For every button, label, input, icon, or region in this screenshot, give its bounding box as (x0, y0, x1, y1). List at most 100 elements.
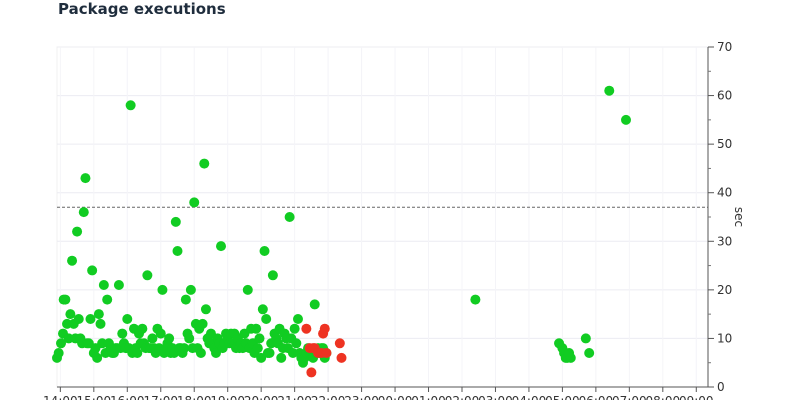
success-point (132, 348, 143, 358)
success-point (195, 348, 206, 358)
success-point (197, 318, 208, 329)
success-point (257, 304, 268, 315)
y-tick-label: 60 (717, 89, 732, 103)
success-point (85, 314, 96, 324)
success-point (620, 114, 631, 125)
success-point (242, 284, 253, 295)
x-tick-label: 22:00 (311, 394, 346, 400)
y-tick-label: 20 (717, 283, 732, 297)
x-tick-label: 03:00 (478, 394, 513, 400)
failure-point (336, 352, 347, 363)
success-point (292, 314, 303, 324)
y-tick-label: 40 (717, 186, 732, 200)
x-tick-label: 16:00 (110, 394, 145, 400)
success-point (95, 318, 106, 329)
success-point (98, 280, 109, 290)
success-point (67, 255, 78, 266)
x-tick-label: 17:00 (143, 394, 178, 400)
success-point (72, 226, 83, 237)
success-point (309, 299, 320, 310)
failure-point (301, 323, 312, 334)
success-point (199, 158, 210, 169)
success-point (200, 304, 211, 315)
x-tick-label: 01:00 (411, 394, 446, 400)
success-point (157, 284, 168, 295)
success-point (284, 212, 295, 222)
success-point (189, 197, 200, 208)
x-tick-label: 04:00 (512, 394, 547, 400)
success-point (125, 100, 136, 111)
success-point (172, 246, 183, 256)
x-tick-label: 21:00 (277, 394, 312, 400)
success-point (565, 352, 576, 363)
x-tick-label: 05:00 (545, 394, 580, 400)
success-point (56, 338, 67, 349)
x-axis-ticks: 14:0015:0016:0017:0018:0019:0020:0021:00… (43, 387, 714, 400)
x-tick-label: 00:00 (378, 394, 413, 400)
success-point (102, 294, 113, 305)
x-tick-label: 06:00 (579, 394, 614, 400)
chart-title: Package executions (58, 0, 226, 18)
success-point (185, 284, 196, 295)
success-point (216, 241, 227, 252)
x-tick-label: 23:00 (344, 394, 379, 400)
y-axis-label: sec (732, 207, 746, 227)
failure-point (306, 367, 317, 378)
x-tick-label: 14:00 (43, 394, 78, 400)
y-tick-label: 10 (717, 331, 732, 345)
success-point (261, 314, 272, 324)
x-tick-label: 20:00 (244, 394, 279, 400)
success-point (117, 328, 128, 339)
failure-point (319, 323, 330, 334)
success-point (93, 309, 104, 320)
data-points (52, 85, 631, 378)
success-point (580, 333, 591, 344)
y-axis-ticks: 0 10 20 30 40 50 60 70 (708, 40, 732, 394)
grid-lines (56, 46, 709, 388)
success-point (80, 173, 91, 184)
success-point (137, 323, 148, 334)
success-point (164, 333, 175, 344)
success-point (122, 314, 133, 324)
x-tick-label: 09:00 (679, 394, 714, 400)
failure-point (334, 338, 345, 349)
y-tick-label: 0 (717, 380, 725, 394)
x-tick-label: 07:00 (612, 394, 647, 400)
success-point (584, 348, 595, 358)
success-point (264, 348, 275, 358)
success-point (180, 294, 191, 305)
success-point (604, 85, 615, 96)
success-point (78, 207, 89, 218)
success-point (170, 216, 181, 227)
success-point (470, 294, 481, 305)
success-point (92, 352, 103, 363)
x-tick-label: 08:00 (646, 394, 681, 400)
x-tick-label: 19:00 (210, 394, 245, 400)
axes: sec (57, 47, 746, 388)
success-point (184, 333, 195, 344)
success-point (259, 246, 270, 256)
success-point (73, 314, 84, 324)
success-point (155, 328, 166, 339)
success-point (60, 294, 71, 305)
success-point (251, 323, 262, 334)
success-point (53, 348, 64, 358)
success-point (291, 338, 302, 349)
success-point (142, 270, 153, 281)
y-tick-label: 30 (717, 234, 732, 248)
x-tick-label: 18:00 (177, 394, 212, 400)
y-tick-label: 70 (717, 40, 732, 54)
success-point (147, 333, 158, 344)
x-tick-label: 15:00 (77, 394, 112, 400)
x-tick-label: 02:00 (445, 394, 480, 400)
success-point (276, 352, 287, 363)
success-point (65, 309, 76, 320)
y-tick-label: 50 (717, 137, 732, 151)
success-point (113, 280, 124, 290)
success-point (179, 343, 190, 354)
success-point (267, 270, 278, 281)
success-point (289, 323, 300, 334)
success-point (254, 333, 265, 344)
